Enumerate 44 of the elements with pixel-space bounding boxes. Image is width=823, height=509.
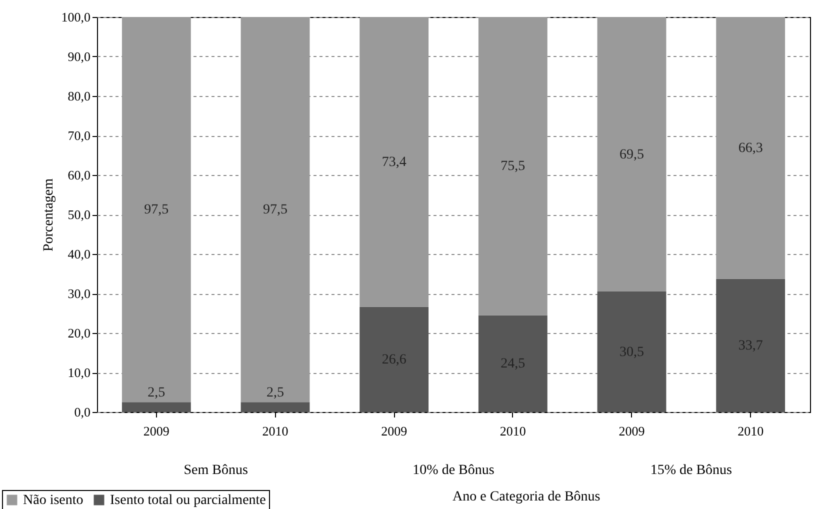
y-tick-label: 90,0	[68, 49, 90, 64]
bar	[597, 17, 666, 292]
y-tick-label: 100,0	[61, 10, 90, 24]
data-label: 2,5	[266, 385, 284, 400]
data-label: 69,5	[620, 147, 644, 162]
bar	[478, 17, 548, 316]
y-tick-label: 0,0	[74, 404, 90, 420]
x-tick-label: 2010	[262, 424, 288, 438]
data-label: 75,5	[500, 159, 526, 174]
bar	[122, 17, 191, 402]
x-tick-label: 2009	[618, 424, 645, 438]
text: 15% de Bônus	[650, 463, 732, 478]
text: Sem Bônus	[184, 463, 248, 478]
x-tick-label: 2009	[381, 424, 408, 438]
legend-label: Isento total ou parcialmente	[110, 493, 266, 508]
bar	[240, 402, 310, 412]
legend-label: Não isento	[23, 493, 84, 508]
y-tick-label: 20,0	[68, 326, 90, 340]
data-label: 97,5	[263, 202, 288, 218]
x-tick-label: 2010	[500, 424, 526, 438]
bar	[360, 17, 429, 307]
bar	[597, 292, 666, 412]
data-label: 73,4	[382, 154, 406, 170]
x-tick-label: 2010	[738, 424, 764, 438]
y-axis-title: Porcentagem	[41, 178, 56, 252]
y-tick-label: 50,0	[68, 207, 90, 222]
bar	[478, 315, 548, 412]
x-tick-label: 2009	[143, 424, 170, 438]
y-tick-label: 30,0	[68, 286, 90, 301]
y-tick-label: 70,0	[68, 128, 90, 143]
bar	[716, 17, 786, 279]
bar	[122, 402, 191, 412]
data-label: 2,5	[148, 385, 166, 400]
text: 10% de Bônus	[412, 463, 494, 478]
x-axis-title: Ano e Categoria de Bônus	[452, 490, 600, 504]
y-tick-label: 40,0	[68, 246, 90, 262]
bar	[716, 278, 786, 412]
data-label: 66,3	[738, 140, 763, 156]
bar	[360, 306, 429, 412]
data-label: 97,5	[144, 202, 169, 218]
y-tick-label: 80,0	[68, 88, 90, 104]
y-tick-label: 10,0	[68, 365, 90, 380]
y-tick-label: 60,0	[68, 168, 90, 182]
bar	[240, 17, 310, 402]
